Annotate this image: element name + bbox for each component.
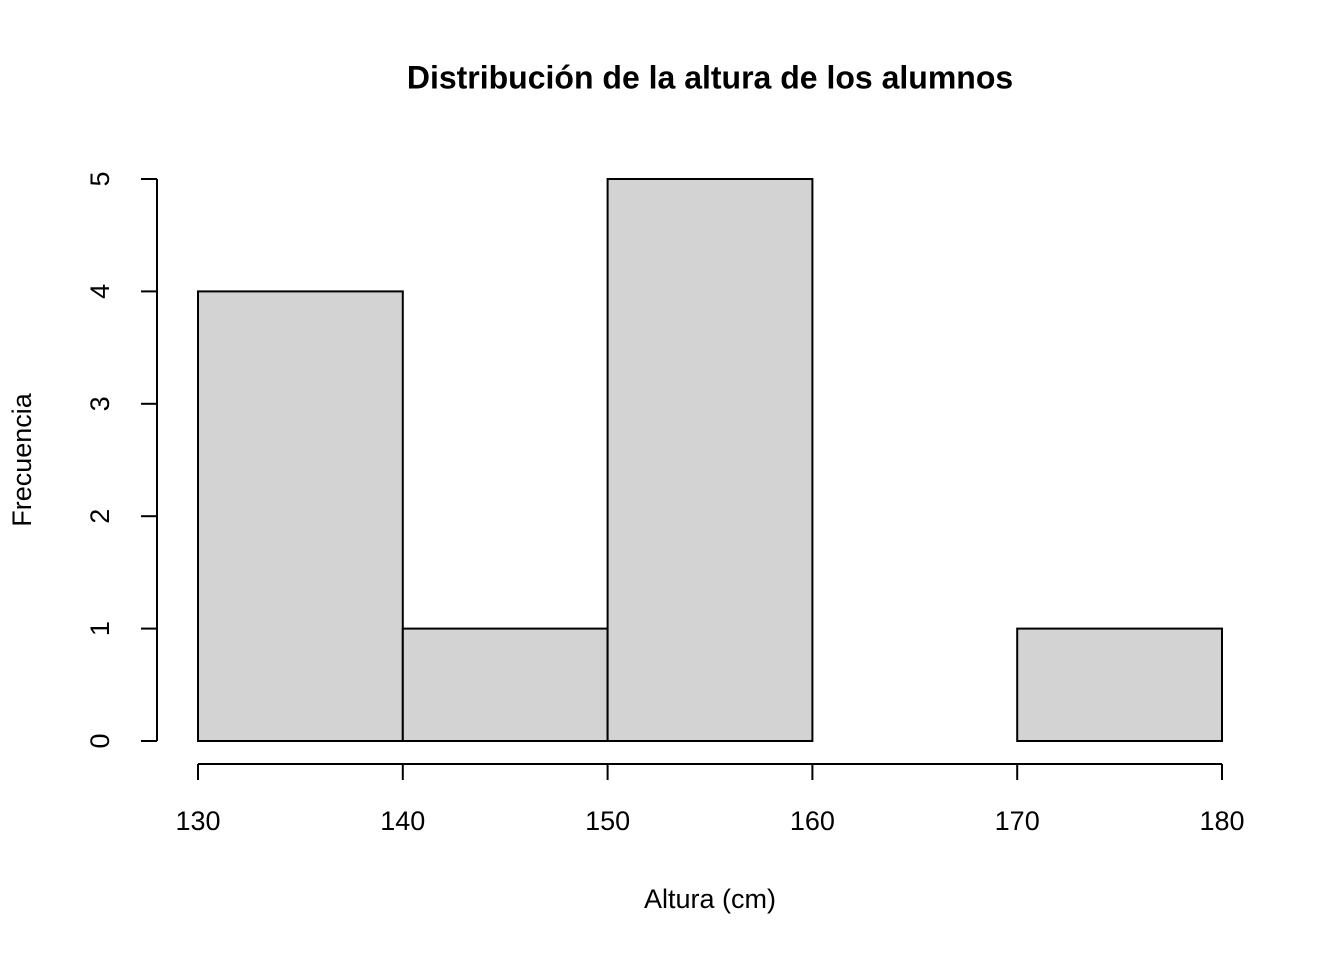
x-axis-label: Altura (cm) <box>644 884 776 914</box>
y-tick-label: 4 <box>85 284 115 299</box>
x-tick-label: 160 <box>790 806 835 836</box>
bar <box>197 290 404 742</box>
y-tick-label: 3 <box>85 396 115 411</box>
bar <box>606 178 814 742</box>
y-tick-label: 0 <box>85 733 115 748</box>
x-tick-label: 130 <box>175 806 220 836</box>
bar <box>1016 627 1224 742</box>
y-tick-label: 1 <box>85 621 115 636</box>
x-tick-label: 140 <box>380 806 425 836</box>
bar <box>401 627 609 742</box>
x-tick-label: 170 <box>995 806 1040 836</box>
y-axis-label: Frecuencia <box>7 392 37 527</box>
y-tick-label: 2 <box>85 509 115 524</box>
y-tick-label: 5 <box>85 171 115 186</box>
chart-title: Distribución de la altura de los alumnos <box>407 59 1013 95</box>
x-tick-label: 180 <box>1199 806 1244 836</box>
x-tick-label: 150 <box>585 806 630 836</box>
